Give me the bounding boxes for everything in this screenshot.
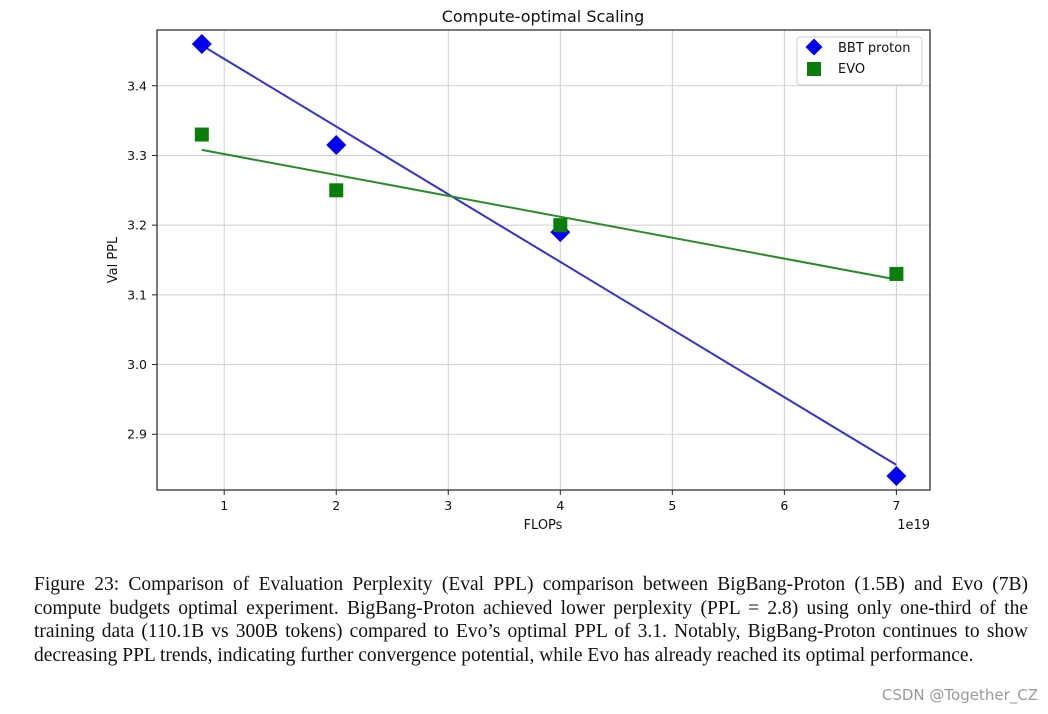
legend-box — [796, 36, 923, 86]
x-tick-label: 5 — [668, 498, 676, 513]
data-point-evo — [889, 266, 904, 281]
x-tick-label: 1 — [220, 498, 228, 513]
y-tick-label: 3.0 — [127, 357, 147, 372]
x-tick-label: 3 — [444, 498, 452, 513]
data-point-evo — [194, 127, 209, 142]
data-point-bbt-proton — [886, 466, 907, 487]
data-markers — [191, 33, 907, 487]
legend-label-bbt-proton: BBT proton — [838, 41, 910, 56]
y-tick-label: 3.4 — [127, 78, 147, 93]
fit-lines — [201, 44, 897, 466]
figure-caption: Figure 23: Comparison of Evaluation Perp… — [34, 573, 1028, 667]
y-tick-label: 3.1 — [127, 287, 147, 302]
data-point-evo — [553, 218, 568, 233]
y-axis-label: Val PPL — [106, 236, 121, 283]
watermark: CSDN @Together_CZ — [881, 686, 1038, 704]
caption-line: only one-third of the training data (110… — [34, 597, 1028, 643]
caption-line: has already reached its optimal performa… — [623, 644, 974, 666]
fit-line-bbt-proton — [201, 44, 897, 466]
data-point-bbt-proton — [191, 33, 212, 54]
data-point-evo — [329, 183, 344, 198]
legend-diamond-icon — [805, 38, 823, 56]
chart-title: Compute-optimal Scaling — [442, 7, 645, 26]
legend-square-icon — [807, 62, 821, 76]
legend: BBT proton EVO — [796, 36, 923, 86]
caption-line: BigBang-Proton continues to show decreas… — [34, 621, 1028, 666]
y-tick-label: 3.3 — [127, 148, 147, 163]
legend-label-evo: EVO — [838, 62, 865, 77]
x-tick-label: 2 — [332, 498, 340, 513]
plot-frame — [156, 29, 931, 491]
x-tick-label: 7 — [892, 498, 900, 513]
data-point-bbt-proton — [326, 135, 347, 155]
caption-line: Figure 23: Comparison of Evaluation Perp… — [34, 574, 943, 595]
y-tick-label: 3.2 — [127, 218, 147, 233]
grid-lines — [157, 30, 930, 490]
x-axis-label: FLOPs — [524, 518, 563, 533]
x-tick-label: 6 — [780, 498, 788, 513]
caption-line: Evo (7B) compute budgets optimal experim… — [34, 574, 1029, 619]
y-tick-label: 2.9 — [127, 427, 147, 442]
scaling-chart: Compute-optimal Scaling 1 2 3 4 5 6 7 2.9 3.0 3.1… — [106, 7, 931, 533]
axis-ticks: 1 2 3 4 5 6 7 2.9 3.0 3.1 3.2 3.3 3.4 — [127, 78, 900, 513]
fit-line-evo — [201, 148, 897, 281]
x-axis-offset-label: 1e19 — [897, 518, 930, 533]
x-tick-label: 4 — [556, 498, 564, 513]
